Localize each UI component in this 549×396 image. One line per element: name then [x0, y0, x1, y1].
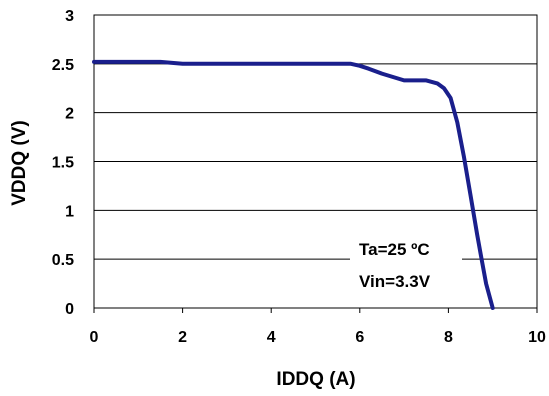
x-axis-label: IDDQ (A) [276, 369, 355, 390]
annotation-vin: Vin=3.3V [359, 272, 431, 291]
y-tick-label: 2.5 [52, 57, 74, 74]
x-tick-label: 10 [528, 329, 546, 346]
y-axis-label: VDDQ (V) [9, 120, 30, 206]
y-tick-label: 1 [65, 203, 74, 220]
annotation-temperature: Ta=25 ºC [359, 240, 430, 259]
x-tick-label: 2 [178, 329, 187, 346]
y-tick-labels: 0 0.5 1 1.5 2 2.5 3 [52, 8, 74, 318]
x-tick-label: 6 [355, 329, 364, 346]
plot-area-frame [93, 14, 538, 309]
y-tick-label: 2 [65, 106, 74, 123]
y-tick-label: 0.5 [52, 252, 74, 269]
y-tick-label: 0 [65, 301, 74, 318]
annotation-box [350, 223, 462, 299]
series-line-vddq [92, 59, 495, 310]
x-tick-label: 0 [90, 329, 99, 346]
y-tick-label: 1.5 [52, 155, 74, 172]
y-tick-label: 3 [65, 8, 74, 25]
x-tick-label: 4 [267, 329, 276, 346]
x-tick-label: 8 [444, 329, 453, 346]
x-tick-labels: 0 2 4 6 8 10 [90, 329, 546, 346]
